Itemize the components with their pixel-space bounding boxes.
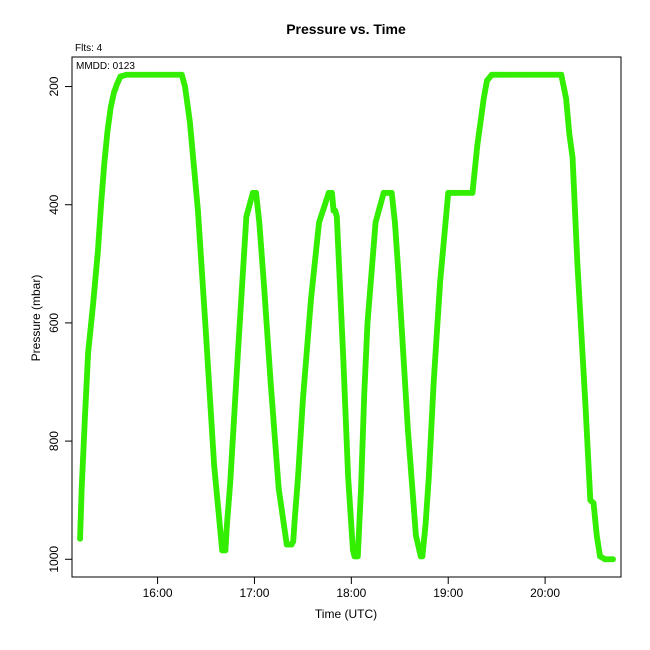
x-tick-label-4: 20:00 bbox=[530, 586, 560, 600]
y-tick-label-1: 400 bbox=[47, 194, 61, 214]
data-points bbox=[77, 71, 616, 563]
x-tick-label-1: 17:00 bbox=[239, 586, 269, 600]
chart-title: Pressure vs. Time bbox=[286, 21, 406, 37]
x-tick-label-3: 19:00 bbox=[433, 586, 463, 600]
y-tick-label-0: 200 bbox=[47, 76, 61, 96]
y-axis: 200 400 600 800 1000 bbox=[47, 76, 72, 573]
x-tick-label-0: 16:00 bbox=[143, 586, 173, 600]
y-tick-label-4: 1000 bbox=[47, 546, 61, 573]
y-tick-label-2: 600 bbox=[47, 313, 61, 333]
date-annotation: MMDD: 0123 bbox=[76, 61, 135, 72]
data-point-1990 bbox=[609, 556, 616, 563]
y-axis-label: Pressure (mbar) bbox=[29, 275, 43, 362]
flights-annotation: Flts: 4 bbox=[75, 43, 103, 54]
x-axis-label: Time (UTC) bbox=[315, 607, 377, 621]
x-tick-label-2: 18:00 bbox=[336, 586, 366, 600]
y-tick-label-3: 800 bbox=[47, 431, 61, 451]
plot-frame bbox=[71, 56, 622, 578]
x-axis: 16:00 17:00 18:00 19:00 20:00 bbox=[143, 577, 560, 600]
